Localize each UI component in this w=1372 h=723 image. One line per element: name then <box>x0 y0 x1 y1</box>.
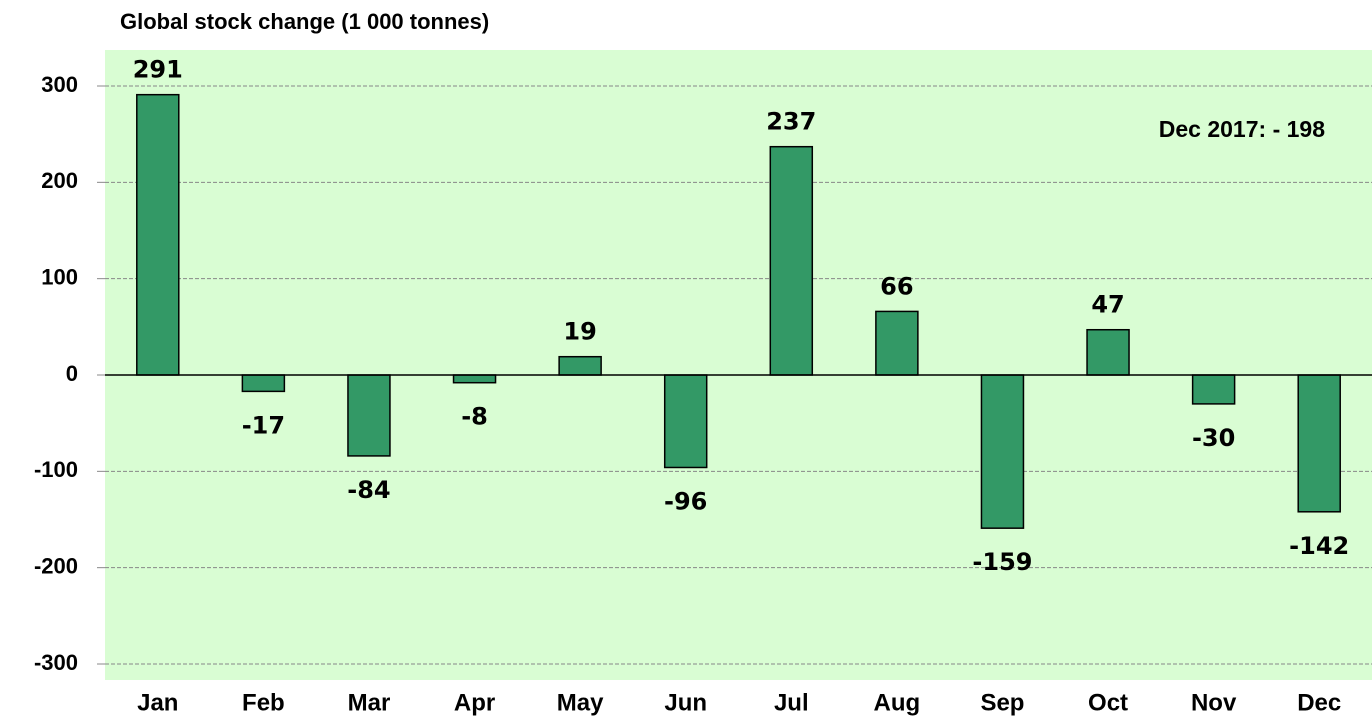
bar <box>980 374 1025 529</box>
bar <box>1297 374 1341 513</box>
y-tick-label: -100 <box>34 457 78 482</box>
x-tick-label: Jul <box>774 689 809 716</box>
y-tick-label: 100 <box>41 264 78 289</box>
y-tick-label: 0 <box>66 361 78 386</box>
data-label: 47 <box>1091 291 1124 319</box>
data-label: -96 <box>664 487 707 515</box>
data-label: -142 <box>1289 532 1349 560</box>
data-label: 291 <box>133 56 183 84</box>
y-tick-label: 200 <box>41 168 78 193</box>
bar <box>1191 374 1236 405</box>
plot-area <box>105 50 1372 680</box>
y-tick-label: -300 <box>34 650 78 675</box>
x-tick-label: Apr <box>454 689 495 716</box>
x-tick-label: Oct <box>1088 689 1128 716</box>
data-label: 237 <box>766 108 816 136</box>
x-tick-label: Dec <box>1297 689 1341 716</box>
bar <box>663 374 708 469</box>
data-label: 19 <box>563 318 596 346</box>
x-tick-label: Jan <box>137 689 178 716</box>
data-label: -8 <box>461 403 488 431</box>
x-tick-label: May <box>557 689 604 716</box>
x-tick-label: Jun <box>664 689 707 716</box>
bar <box>347 374 391 457</box>
chart-title: Global stock change (1 000 tonnes) <box>120 9 489 34</box>
bar <box>875 310 919 376</box>
data-label: -159 <box>972 548 1032 576</box>
bar <box>452 374 497 384</box>
bar <box>1086 328 1130 376</box>
data-label: -30 <box>1192 424 1235 452</box>
bar <box>136 93 180 376</box>
x-tick-label: Nov <box>1191 689 1237 716</box>
bar <box>241 374 286 393</box>
y-tick-label: 300 <box>41 72 78 97</box>
data-label: -17 <box>242 411 285 439</box>
x-tick-label: Feb <box>242 689 285 716</box>
data-label: 66 <box>880 272 913 300</box>
data-label: -84 <box>347 476 390 504</box>
x-tick-label: Sep <box>980 689 1024 716</box>
x-tick-label: Mar <box>348 689 391 716</box>
x-tick-label: Aug <box>874 689 921 716</box>
bar <box>558 355 602 376</box>
bar <box>769 145 814 376</box>
y-tick-label: -200 <box>34 553 78 578</box>
annotation: Dec 2017: - 198 <box>1159 116 1325 142</box>
